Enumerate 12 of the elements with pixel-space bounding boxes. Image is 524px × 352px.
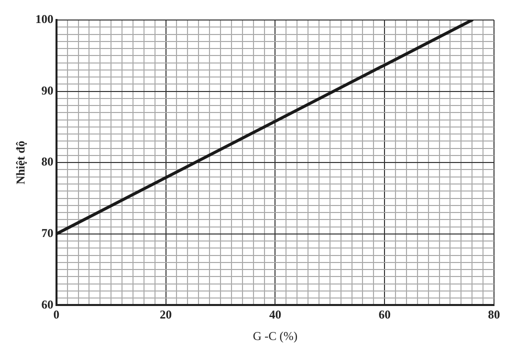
x-tick-label: 0 — [53, 307, 60, 322]
y-tick-label: 100 — [35, 12, 54, 26]
x-tick-label: 20 — [160, 307, 172, 322]
y-tick-label: 60 — [41, 297, 54, 312]
x-tick-label: 40 — [269, 307, 282, 322]
x-tick-label: 80 — [488, 307, 500, 322]
y-tick-label: 90 — [41, 83, 54, 98]
y-axis-title: Nhiệt độ — [13, 140, 28, 184]
y-tick-label: 70 — [41, 226, 54, 240]
y-tick-label: 80 — [41, 154, 54, 169]
x-tick-label: 60 — [378, 307, 391, 322]
x-axis-title: G -C (%) — [252, 328, 298, 343]
